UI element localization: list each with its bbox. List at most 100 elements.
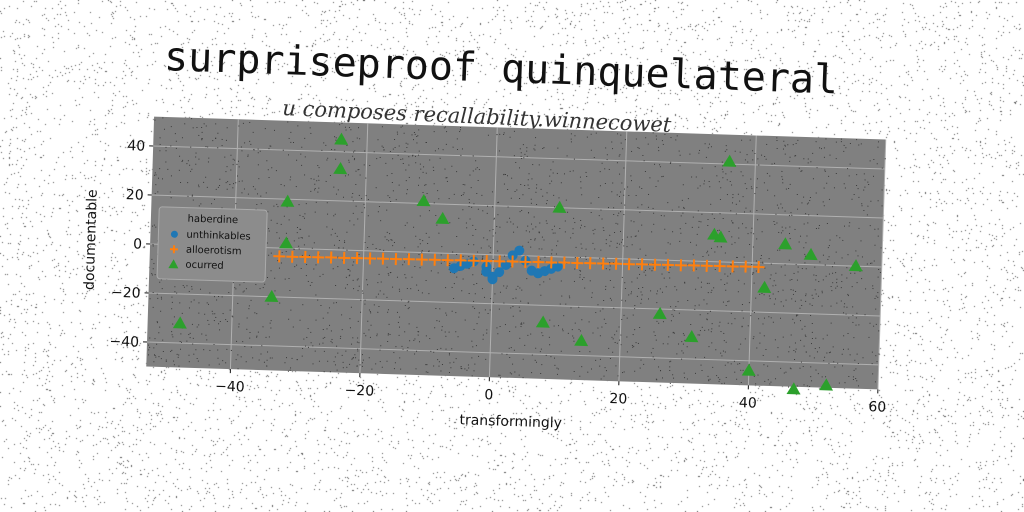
plot-speckle <box>628 194 630 196</box>
plot-speckle <box>178 169 180 171</box>
plot-speckle <box>267 303 269 305</box>
plot-speckle <box>226 166 228 168</box>
plot-speckle <box>344 126 346 128</box>
plot-speckle <box>639 327 641 329</box>
plot-speckle <box>796 314 798 316</box>
plot-speckle <box>826 222 828 224</box>
plot-speckle <box>464 368 466 370</box>
plot-speckle <box>288 278 290 280</box>
plot-speckle <box>229 309 231 311</box>
plot-speckle <box>800 170 802 172</box>
plot-speckle <box>676 353 678 355</box>
plot-speckle <box>752 246 754 248</box>
plot-speckle <box>595 132 597 134</box>
plot-speckle <box>852 379 854 381</box>
plot-speckle <box>632 334 634 336</box>
plot-speckle <box>149 346 151 348</box>
plot-speckle <box>271 357 273 359</box>
plot-speckle <box>711 247 713 249</box>
plot-speckle <box>868 183 870 186</box>
plot-speckle <box>671 209 673 211</box>
plot-speckle <box>792 289 794 291</box>
point-alloerotism <box>648 258 662 271</box>
plot-speckle <box>430 270 432 272</box>
plot-speckle <box>327 360 329 362</box>
grid-line-x <box>488 127 498 378</box>
plot-speckle <box>395 199 397 201</box>
plot-speckle <box>845 147 847 149</box>
plot-speckle <box>790 212 792 214</box>
plot-speckle <box>400 158 402 160</box>
plot-speckle <box>408 300 410 302</box>
plot-speckle <box>727 322 729 324</box>
plot-speckle <box>171 301 173 303</box>
legend-label-alloerotism: alloerotism <box>186 245 242 258</box>
plot-speckle <box>366 279 368 281</box>
plot-speckle <box>497 202 499 204</box>
plot-speckle <box>257 148 259 150</box>
plot-speckle <box>432 166 434 168</box>
plot-speckle <box>330 234 332 236</box>
plot-speckle <box>224 156 226 158</box>
plot-speckle <box>309 284 311 286</box>
plot-speckle <box>408 164 410 166</box>
plot-speckle <box>198 186 200 188</box>
plot-speckle <box>154 274 156 276</box>
plot-speckle <box>657 146 659 148</box>
plot-speckle <box>708 282 710 284</box>
plot-speckle <box>636 295 638 297</box>
plot-speckle <box>848 225 850 227</box>
plot-speckle <box>874 228 876 230</box>
plot-speckle <box>670 306 672 308</box>
plot-speckle <box>841 281 843 283</box>
plot-speckle <box>387 340 389 343</box>
plot-speckle <box>869 322 871 324</box>
plot-speckle <box>624 204 626 206</box>
point-alloerotism <box>402 253 415 266</box>
plot-speckle <box>162 339 164 341</box>
plot-speckle <box>565 199 567 201</box>
plot-speckle <box>727 275 729 277</box>
plot-speckle <box>226 348 228 350</box>
plot-speckle <box>669 382 671 384</box>
plot-speckle <box>710 146 712 148</box>
plot-speckle <box>290 309 292 311</box>
plot-speckle <box>324 336 326 338</box>
plot-speckle <box>861 278 863 280</box>
plot-speckle <box>257 164 259 166</box>
plot-speckle <box>776 139 778 142</box>
plot-speckle <box>355 205 357 207</box>
plot-speckle <box>201 333 203 335</box>
plot-speckle <box>201 131 203 133</box>
plot-speckle <box>476 283 478 285</box>
plot-speckle <box>823 156 825 158</box>
plot-speckle <box>551 249 553 251</box>
plot-speckle <box>346 249 348 251</box>
plot-speckle <box>574 322 576 324</box>
plot-speckle <box>192 127 194 129</box>
plot-speckle <box>756 347 758 349</box>
plot-speckle <box>701 326 703 328</box>
plot-speckle <box>584 226 586 228</box>
plot-speckle <box>609 234 611 236</box>
plot-speckle <box>872 373 874 375</box>
plot-speckle <box>412 139 415 141</box>
plot-speckle <box>805 295 807 297</box>
plot-speckle <box>161 298 163 300</box>
plot-speckle <box>473 328 475 330</box>
plot-speckle <box>247 193 249 195</box>
plot-speckle <box>337 266 339 268</box>
plot-speckle <box>620 241 623 243</box>
plot-speckle <box>385 162 387 164</box>
plot-speckle <box>417 246 419 248</box>
plot-speckle <box>440 254 442 256</box>
plot-speckle <box>379 156 381 158</box>
plot-speckle <box>492 206 494 208</box>
plot-speckle <box>780 232 782 234</box>
plot-speckle <box>170 175 172 177</box>
plot-speckle <box>190 301 192 303</box>
plot-speckle <box>314 350 316 352</box>
plot-speckle <box>579 350 581 352</box>
plot-speckle <box>419 243 421 245</box>
plot-speckle <box>387 333 389 335</box>
